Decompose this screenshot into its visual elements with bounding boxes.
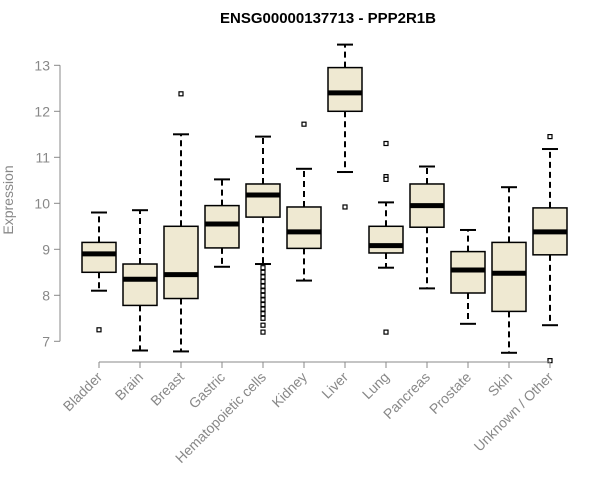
outlier-point [260, 269, 266, 275]
outlier-point [178, 91, 184, 97]
box-brain [122, 209, 158, 352]
iqr-box [286, 206, 322, 250]
x-tick-label: Breast [147, 369, 187, 409]
y-axis-title: Expression [0, 165, 16, 234]
x-tick-label: Prostate [426, 369, 474, 417]
outlier-point [96, 327, 102, 333]
chart-title: ENSG00000137713 - PPP2R1B [220, 10, 436, 27]
outlier-point [260, 274, 266, 280]
outlier-point [342, 204, 348, 210]
box-gastric [204, 178, 240, 268]
iqr-box [245, 183, 281, 218]
iqr-box [491, 241, 527, 313]
y-tick-label: 7 [42, 333, 50, 349]
outlier-point [547, 134, 553, 140]
outlier-point [260, 297, 266, 303]
x-tick-label: Lung [359, 369, 392, 402]
box-prostate [450, 228, 486, 325]
x-tick-label: Skin [485, 369, 516, 400]
y-tick-label: 9 [42, 241, 50, 257]
x-tick-label: Kidney [269, 369, 311, 411]
iqr-box [368, 225, 404, 254]
outlier-point [260, 322, 266, 328]
box-lung [368, 140, 404, 335]
box-breast [163, 91, 199, 353]
y-tick-label: 11 [35, 149, 50, 165]
y-tick-label: 8 [42, 287, 50, 303]
outlier-point [260, 311, 266, 317]
outlier-point [301, 121, 307, 127]
y-tick-label: 13 [34, 57, 50, 73]
outlier-point [260, 301, 266, 308]
box-kidney [286, 121, 322, 282]
box-skin [491, 186, 527, 354]
outlier-point [260, 278, 266, 285]
outlier-point [260, 306, 266, 312]
box-pancreas [409, 165, 445, 290]
outlier-point [383, 140, 389, 147]
outlier-point [260, 288, 266, 294]
box-liver [327, 43, 363, 210]
outlier-point [383, 176, 389, 182]
x-tick-label: Bladder [60, 369, 106, 415]
y-tick-label: 12 [34, 103, 50, 119]
y-tick-label: 10 [34, 195, 50, 211]
box-hematopoietic-cells [245, 135, 281, 335]
iqr-box [327, 66, 363, 113]
iqr-box [163, 225, 199, 300]
outlier-point [260, 292, 266, 298]
x-tick-label: Liver [318, 369, 351, 402]
box-unknown-other [532, 134, 568, 364]
x-tick-label: Brain [112, 369, 146, 403]
outlier-point [260, 283, 266, 289]
iqr-box [204, 204, 240, 249]
outlier-point [260, 265, 266, 271]
box-bladder [81, 211, 117, 333]
outlier-point [260, 315, 266, 321]
iqr-box [122, 263, 158, 307]
outlier-point [260, 329, 266, 335]
outlier-point [383, 329, 389, 335]
box-group [81, 43, 568, 364]
y-axis: 7 8 9 10 11 12 13 [34, 57, 61, 349]
iqr-box [81, 241, 117, 274]
